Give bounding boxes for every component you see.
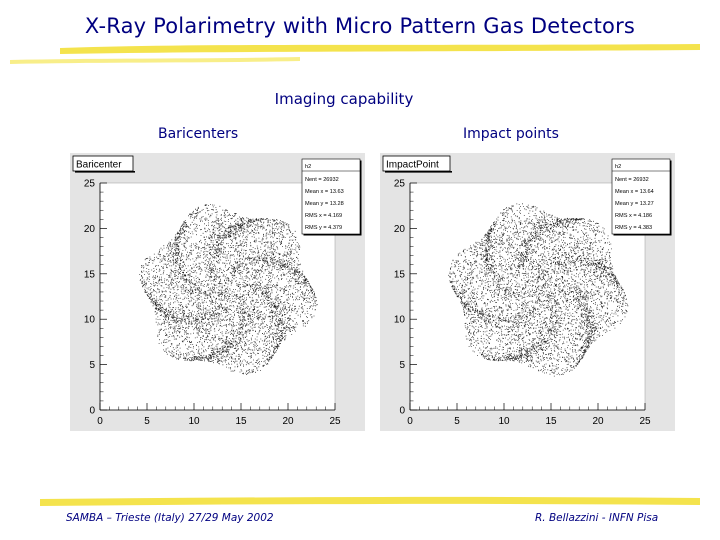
stats-entry: Mean x = 13.64 bbox=[615, 189, 654, 195]
baricenters-label: Baricenters bbox=[158, 126, 239, 142]
y-tick-label: 15 bbox=[394, 269, 406, 280]
x-tick-label: 25 bbox=[639, 416, 651, 427]
stats-entry: Nent = 26932 bbox=[305, 177, 339, 183]
impact-points-label: Impact points bbox=[463, 126, 559, 142]
stats-entry: RMS y = 4.379 bbox=[305, 225, 342, 231]
x-tick-label: 10 bbox=[188, 416, 200, 427]
stats-entry: Mean y = 13.27 bbox=[615, 201, 654, 207]
y-tick-label: 25 bbox=[84, 179, 96, 190]
y-tick-label: 20 bbox=[84, 224, 96, 235]
histogram-title: Baricenter bbox=[76, 160, 122, 171]
stats-entry: RMS x = 4.169 bbox=[305, 213, 342, 219]
slide-subtitle: Imaging capability bbox=[274, 90, 414, 108]
histogram-title: ImpactPoint bbox=[386, 160, 439, 171]
x-tick-label: 15 bbox=[235, 416, 247, 427]
footer-conference: SAMBA – Trieste (Italy) 27/29 May 2002 bbox=[66, 512, 274, 524]
y-tick-label: 25 bbox=[394, 179, 406, 190]
y-tick-label: 15 bbox=[84, 269, 96, 280]
stats-entry: RMS x = 4.186 bbox=[615, 213, 652, 219]
stats-entry: Mean x = 13.63 bbox=[305, 189, 344, 195]
axes: 0 5 10 15 20 25 0 5 10 15 20 25 bbox=[394, 179, 651, 428]
scatter-point bbox=[139, 204, 318, 375]
stats-box: h2 Nent = 26932 Mean x = 13.63 Mean y = 13.… bbox=[301, 158, 362, 236]
impactpoint-histogram: ImpactPoint h2 Nent = 26932 Mean x = 13.64 M… bbox=[380, 153, 675, 431]
y-tick-label: 0 bbox=[399, 406, 405, 417]
x-tick-label: 20 bbox=[282, 416, 294, 427]
stats-entry: Nent = 26932 bbox=[615, 177, 649, 183]
axes: 0 5 10 15 20 25 0 5 10 15 20 25 bbox=[84, 179, 341, 428]
baricenter-histogram: Baricenter h2 Nent = 26932 Mean x = 13.63 Me… bbox=[70, 153, 365, 431]
x-tick-label: 25 bbox=[329, 416, 341, 427]
y-tick-label: 5 bbox=[399, 360, 405, 371]
x-tick-label: 5 bbox=[144, 416, 150, 427]
y-tick-label: 10 bbox=[84, 315, 96, 326]
histogram-title-box: Baricenter bbox=[72, 155, 135, 173]
x-tick-label: 0 bbox=[407, 416, 413, 427]
scatter-points bbox=[139, 204, 318, 375]
y-tick-label: 20 bbox=[394, 224, 406, 235]
stats-entry: Mean y = 13.28 bbox=[305, 201, 344, 207]
x-tick-label: 5 bbox=[454, 416, 460, 427]
plot-frame bbox=[99, 182, 336, 411]
x-tick-label: 0 bbox=[97, 416, 103, 427]
x-tick-label: 15 bbox=[545, 416, 557, 427]
stats-entry: RMS y = 4.383 bbox=[615, 225, 652, 231]
y-tick-label: 10 bbox=[394, 315, 406, 326]
stats-name: h2 bbox=[305, 164, 311, 170]
stats-box: h2 Nent = 26932 Mean x = 13.64 Mean y = 13.… bbox=[611, 158, 672, 236]
x-tick-label: 10 bbox=[498, 416, 510, 427]
x-tick-label: 20 bbox=[592, 416, 604, 427]
slide-title: X-Ray Polarimetry with Micro Pattern Gas… bbox=[84, 14, 636, 38]
stats-name: h2 bbox=[615, 164, 621, 170]
histogram-title-box: ImpactPoint bbox=[382, 155, 452, 173]
y-tick-label: 0 bbox=[89, 406, 95, 417]
footer-author: R. Bellazzini - INFN Pisa bbox=[535, 512, 659, 524]
y-tick-label: 5 bbox=[89, 360, 95, 371]
